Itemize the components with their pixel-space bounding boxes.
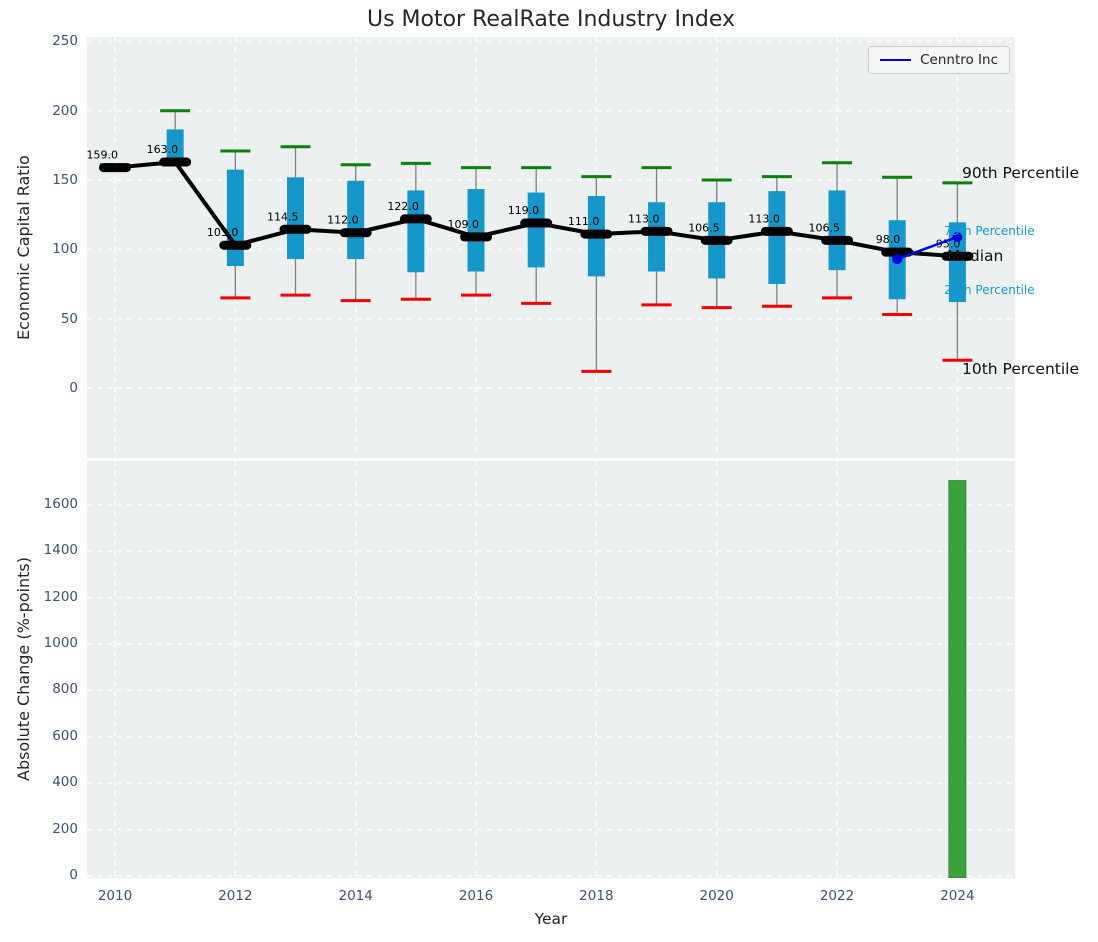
median-value-label: 98.0 [876,233,901,246]
median-marker [99,163,131,173]
median-marker [339,228,372,238]
median-value-label: 119.0 [508,204,540,217]
bottom-y-tick-label: 1600 [43,495,78,512]
annotation-median: Median [947,247,1004,265]
top-y-tick-label: 150 [52,172,78,189]
iqr-box [768,191,786,285]
bottom-y-tick-label: 800 [52,681,78,698]
median-marker [219,240,252,250]
iqr-box [287,177,305,260]
bottom-y-tick-label: 1400 [43,542,78,559]
iqr-box [226,169,244,267]
median-marker [821,235,854,245]
bottom-panel [87,461,1015,878]
x-axis-label: Year [534,910,568,928]
iqr-box [648,202,666,272]
iqr-box [948,222,966,303]
x-tick-label: 2018 [579,888,614,904]
top-y-tick-label: 200 [52,102,78,119]
x-tick-label: 2012 [218,888,253,904]
median-value-label: 122.0 [387,200,419,213]
median-marker [279,224,312,234]
median-marker [640,226,673,236]
chart-title: Us Motor RealRate Industry Index [366,7,736,32]
median-value-label: 159.0 [87,149,118,162]
bottom-y-tick-label: 200 [52,820,78,837]
median-value-label: 112.0 [327,214,359,227]
iqr-box [467,189,485,272]
bottom-y-tick-label: 0 [69,867,78,883]
change-bar [948,480,967,878]
top-y-axis-label: Economic Capital Ratio [14,155,33,340]
x-tick-label: 2014 [338,888,373,904]
top-y-tick-label: 100 [52,241,78,258]
top-y-tick-label: 0 [69,380,78,396]
median-marker [760,226,793,236]
annotation-75th-percentile: 75th Percentile [944,224,1035,238]
top-panel: 159.0 163.0 103.0 114.5 112.0 122.0 109.0 119.0… [87,37,1015,458]
x-tick-label: 2020 [699,888,734,904]
annotation-10th-percentile: 10th Percentile [962,360,1080,378]
median-marker [460,232,493,242]
company-point [952,231,963,242]
median-value-label: 111.0 [568,215,600,228]
bar-canvas [87,461,1015,878]
iqr-box [828,190,846,271]
median-value-label: 109.0 [448,218,480,231]
bottom-y-tick-label: 1200 [43,588,78,605]
top-y-tick-label: 50 [60,310,78,327]
x-tick-label: 2010 [97,888,133,904]
bottom-y-tick-label: 400 [52,774,78,791]
company-line [896,235,958,261]
iqr-box [407,190,425,273]
x-tick-label: 2022 [819,888,855,904]
iqr-box [347,180,365,260]
legend-label: Cenntro Inc [920,52,998,68]
median-marker [159,157,192,167]
median-value-label: 113.0 [748,212,780,225]
median-value-label: 113.0 [628,212,660,225]
annotation-90th-percentile: 90th Percentile [962,164,1080,182]
bottom-y-axis-label: Absolute Change (%-points) [14,557,33,782]
bottom-y-tick-label: 600 [52,727,78,744]
median-value-label: 163.0 [147,143,179,156]
median-value-label: 106.5 [809,221,841,234]
iqr-box [527,192,545,268]
median-marker [520,218,553,228]
legend-line-sample [880,59,912,61]
annotation-25th-percentile: 25th Percentile [944,283,1035,297]
company-point [892,254,903,265]
boxplot-canvas: 159.0 163.0 103.0 114.5 112.0 122.0 109.0 119.0… [87,37,1015,458]
median-marker [580,229,613,239]
median-value-label: 114.5 [267,210,299,223]
median-value-label: 103.0 [207,226,239,239]
legend: Cenntro Inc [868,46,1010,74]
median-marker [399,214,432,224]
median-value-label: 106.5 [688,221,720,234]
median-marker [941,251,974,261]
median-marker [881,247,914,257]
median-marker [700,235,733,245]
x-tick-label: 2024 [940,888,975,904]
top-y-tick-label: 250 [52,33,78,50]
iqr-box [166,129,184,163]
bottom-y-tick-label: 1000 [43,635,78,652]
x-tick-label: 2016 [458,888,494,904]
